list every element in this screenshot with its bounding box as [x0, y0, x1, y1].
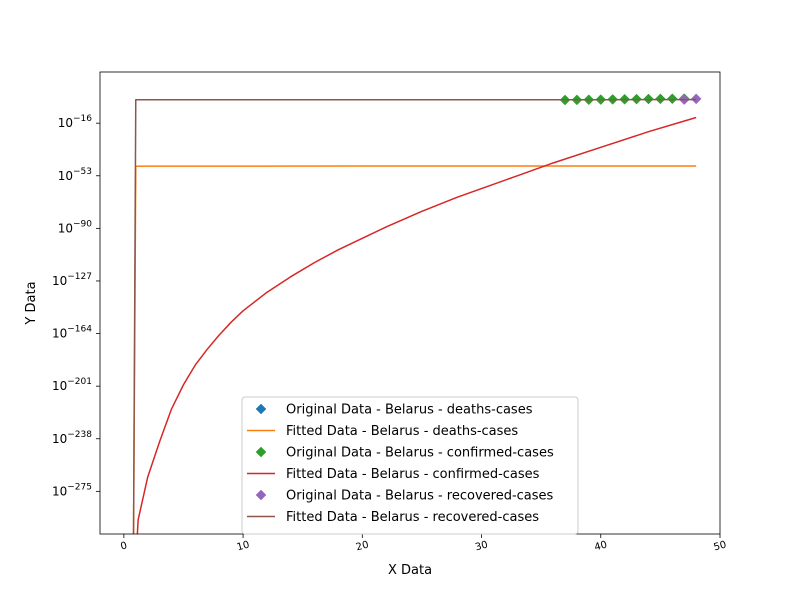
plot-area	[132, 93, 702, 534]
y-tick-label: 10−90	[58, 219, 93, 235]
series-1-line	[132, 165, 697, 534]
x-tick-label: 50	[713, 540, 728, 554]
legend-entry-label: Original Data - Belarus - deaths-cases	[286, 403, 533, 418]
y-tick-label: 10−238	[52, 430, 92, 446]
legend-marker-swatch	[255, 403, 267, 415]
y-tick-label: 10−275	[52, 482, 92, 498]
series-4-marker	[690, 93, 702, 105]
legend-entry-label: Fitted Data - Belarus - recovered-cases	[286, 510, 539, 525]
legend: Original Data - Belarus - deaths-cases Fi…	[241, 396, 579, 535]
legend-entry-label: Fitted Data - Belarus - confirmed-cases	[286, 467, 540, 482]
legend-entry-label: Original Data - Belarus - recovered-case…	[286, 489, 554, 504]
legend-entry-label: Original Data - Belarus - confirmed-case…	[286, 446, 554, 461]
x-tick-label: 30	[474, 540, 489, 554]
series-5-line	[132, 98, 697, 534]
series-2-marker	[666, 93, 678, 105]
axes: 0 10 20 30 40 50 10−16 10−53 10−90 10−127 10−164 10…	[24, 71, 728, 578]
y-tick-label: 10−53	[58, 167, 92, 183]
x-tick-label: 10	[236, 540, 251, 554]
x-tick-label: 0	[119, 540, 128, 552]
y-tick-label: 10−16	[58, 114, 93, 130]
y-tick-label: 10−127	[52, 272, 92, 288]
legend-box	[241, 396, 579, 535]
x-tick-label: 40	[593, 540, 608, 554]
x-axis-label: X Data	[388, 563, 432, 578]
series-2-marker	[655, 93, 666, 105]
y-tick-label: 10−164	[52, 325, 92, 341]
series-3-line	[136, 116, 697, 534]
y-tick-label: 10−201	[52, 377, 92, 393]
legend-entry-label: Fitted Data - Belarus - deaths-cases	[286, 424, 518, 439]
y-axis-label: Y Data	[24, 281, 39, 325]
legend-marker-swatch	[255, 446, 267, 458]
x-tick-label: 20	[355, 540, 370, 554]
legend-marker-swatch	[255, 489, 267, 501]
